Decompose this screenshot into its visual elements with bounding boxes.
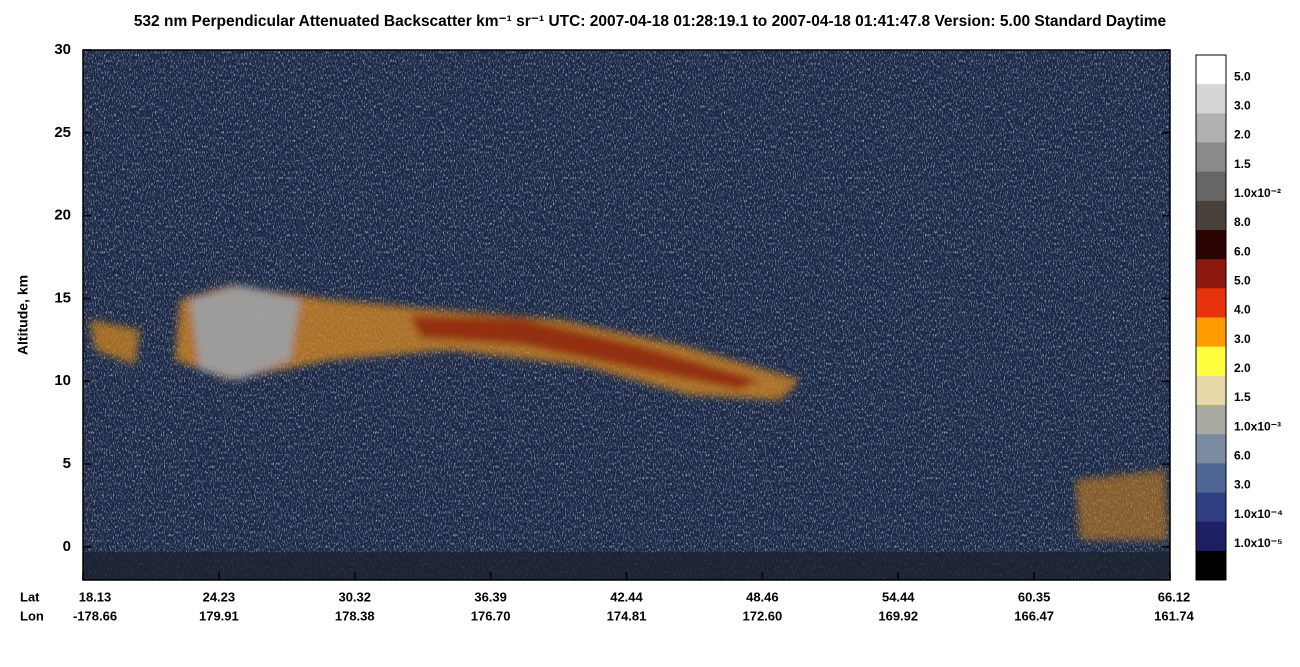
colorbar-swatch [1196, 55, 1226, 85]
x-tick-label: 36.39 [474, 589, 507, 604]
colorbar-swatch [1196, 317, 1226, 348]
x-tick-label: 60.35 [1018, 589, 1051, 604]
colorbar-label: 3.0 [1234, 478, 1251, 492]
colorbar-label: 2.0 [1234, 361, 1251, 375]
colorbar-swatch [1196, 405, 1226, 435]
colorbar-swatch [1196, 200, 1226, 231]
colorbar-label: 3.0 [1234, 332, 1251, 346]
colorbar-swatch [1196, 288, 1226, 318]
x-row-label: Lon [20, 608, 44, 623]
colorbar-label: 4.0 [1234, 303, 1251, 317]
y-tick-label: 15 [54, 289, 71, 306]
x-tick-label: 48.46 [746, 589, 779, 604]
x-tick-label: 161.74 [1154, 608, 1195, 623]
colorbar-swatch [1196, 492, 1226, 523]
colorbar-label: 5.0 [1234, 69, 1251, 83]
x-tick-label: 54.44 [882, 589, 915, 604]
x-tick-label: 179.91 [199, 608, 239, 623]
colorbar-label: 1.5 [1234, 390, 1251, 404]
colorbar-swatch [1196, 142, 1226, 173]
colorbar-label: 8.0 [1234, 215, 1251, 229]
y-tick-label: 10 [54, 372, 71, 389]
x-tick-label: 66.12 [1158, 589, 1191, 604]
y-axis-label: Altitude, km [15, 275, 31, 355]
colorbar-swatch [1196, 434, 1226, 464]
colorbar-swatch [1196, 230, 1226, 260]
x-tick-label: 174.81 [607, 608, 647, 623]
x-tick-label: 169.92 [878, 608, 918, 623]
x-tick-label: 24.23 [203, 589, 236, 604]
colorbar-label: 6.0 [1234, 449, 1251, 463]
colorbar-label: 1.0x10⁻³ [1234, 419, 1281, 433]
colorbar-label: 1.0x10⁻² [1234, 186, 1281, 200]
chart-title: 532 nm Perpendicular Attenuated Backscat… [134, 13, 1167, 30]
y-tick-label: 20 [54, 207, 71, 224]
colorbar-frame [1195, 54, 1227, 581]
x-tick-label: 30.32 [338, 589, 371, 604]
colorbar-swatch [1196, 375, 1226, 406]
x-tick-label: 18.13 [79, 589, 112, 604]
colorbar-swatch [1196, 84, 1226, 114]
x-tick-label: 178.38 [335, 608, 375, 623]
x-tick-label: 176.70 [471, 608, 511, 623]
colorbar-swatch [1196, 346, 1226, 377]
colorbar-swatch [1196, 550, 1226, 581]
cloud-layer [90, 285, 1168, 540]
colorbar-swatch [1196, 463, 1226, 493]
colorbar-label: 1.0x10⁻⁵ [1234, 536, 1283, 550]
colorbar-label: 1.5 [1234, 157, 1251, 171]
colorbar-label: 6.0 [1234, 244, 1251, 258]
colorbar-label: 5.0 [1234, 274, 1251, 288]
x-tick-label: 166.47 [1014, 608, 1054, 623]
y-tick-label: 0 [63, 538, 71, 555]
y-tick-label: 30 [54, 41, 71, 58]
colorbar-label: 1.0x10⁻⁴ [1234, 507, 1283, 521]
x-tick-label: -178.66 [73, 608, 117, 623]
colorbar-swatch [1196, 171, 1226, 202]
colorbar-label: 3.0 [1234, 99, 1251, 113]
x-tick-label: 42.44 [610, 589, 643, 604]
y-tick-label: 5 [63, 455, 71, 472]
colorbar-swatch [1196, 259, 1226, 289]
y-tick-label: 25 [54, 124, 71, 141]
x-row-label: Lat [20, 589, 40, 604]
x-tick-label: 172.60 [742, 608, 782, 623]
colorbar-label: 2.0 [1234, 128, 1251, 142]
colorbar-swatch [1196, 521, 1226, 552]
colorbar-swatch [1196, 113, 1226, 143]
